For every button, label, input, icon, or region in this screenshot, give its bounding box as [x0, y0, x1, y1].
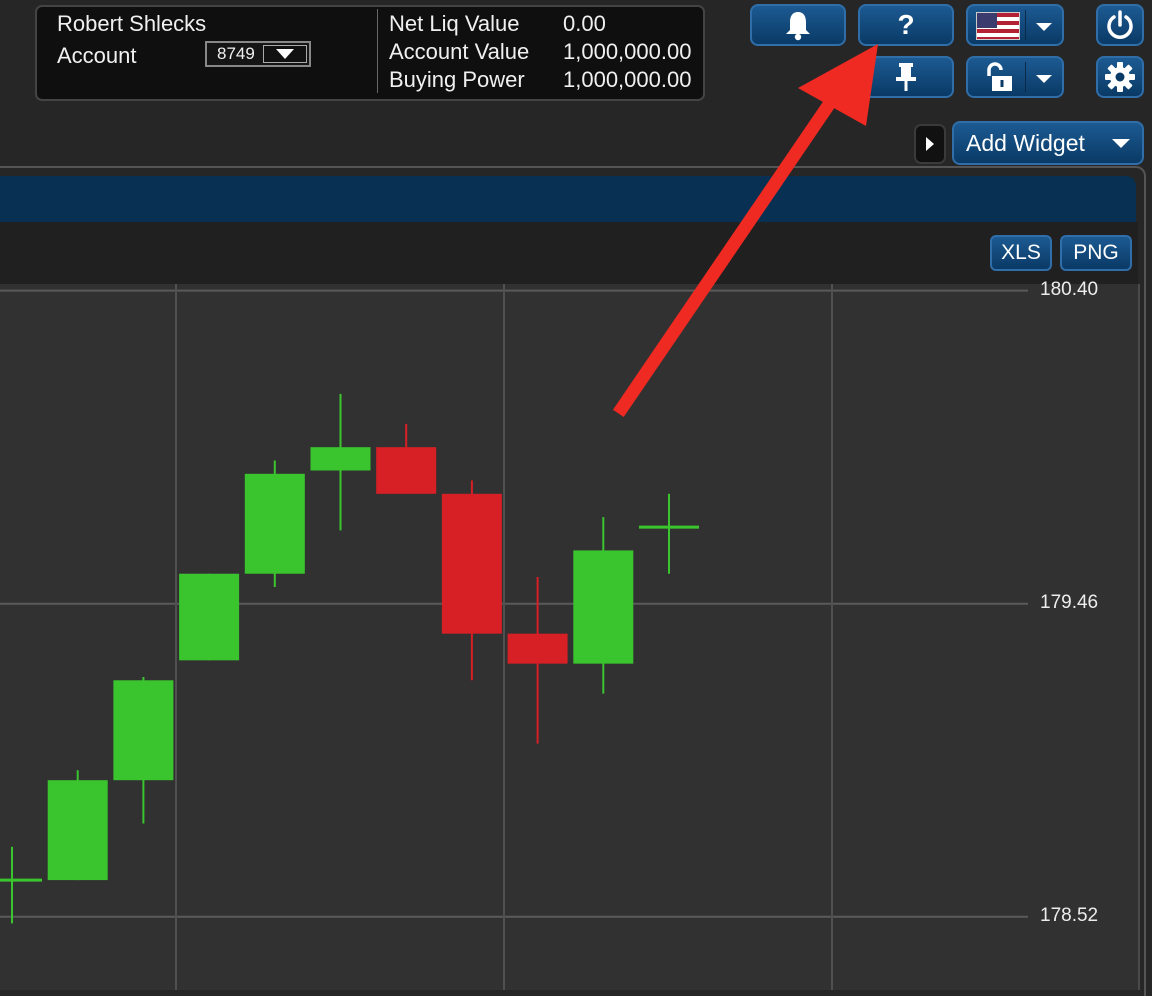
candlestick-chart[interactable]: 180.40 179.46 178.52 — [0, 279, 1140, 990]
export-xls-button[interactable]: XLS — [990, 235, 1052, 271]
net-liq-value: 0.00 — [563, 11, 606, 36]
widget-window-frame — [0, 166, 1146, 996]
language-selector-button[interactable] — [966, 4, 1064, 46]
gear-icon — [1105, 62, 1135, 92]
help-icon: ? — [897, 9, 915, 40]
settings-button[interactable] — [1096, 56, 1144, 98]
account-user-name: Robert Shlecks — [57, 11, 207, 36]
bell-icon — [786, 12, 810, 41]
add-widget-label: Add Widget — [966, 129, 1085, 156]
candle-body — [376, 447, 437, 494]
chevron-down-icon[interactable] — [263, 45, 307, 63]
candlestick-chart-svg — [0, 284, 1028, 990]
chevron-down-icon — [1036, 23, 1052, 31]
candle-body — [244, 473, 305, 574]
add-widget-button[interactable]: Add Widget — [952, 121, 1144, 165]
account-divider — [377, 9, 378, 93]
account-number: 8749 — [217, 44, 255, 63]
alerts-button[interactable] — [750, 4, 846, 46]
candle-body — [507, 633, 568, 664]
chevron-down-icon — [1036, 75, 1052, 83]
account-value-label: Account Value — [389, 39, 530, 64]
widget-title-bar[interactable] — [0, 176, 1136, 222]
pin-icon — [896, 63, 916, 91]
candle-body — [113, 680, 174, 781]
lock-selector-button[interactable] — [966, 56, 1064, 98]
help-button[interactable]: ? — [858, 4, 954, 46]
candle-body — [179, 573, 240, 661]
candle-body — [310, 447, 371, 471]
us-flag-icon — [976, 12, 1020, 40]
buying-power-value: 1,000,000.00 — [563, 67, 692, 92]
power-icon — [1107, 10, 1133, 39]
candle-body — [573, 550, 634, 664]
net-liq-label: Net Liq Value — [389, 11, 520, 36]
buying-power-label: Buying Power — [389, 67, 525, 92]
account-selector[interactable]: 8749 — [205, 41, 311, 67]
account-label: Account — [57, 43, 137, 68]
account-value-value: 1,000,000.00 — [563, 39, 692, 64]
y-tick-label: 180.40 — [1040, 278, 1099, 300]
unlock-icon — [987, 62, 1012, 91]
candle-body — [441, 493, 502, 634]
power-button[interactable] — [1096, 4, 1144, 46]
y-tick-label: 179.46 — [1040, 591, 1099, 613]
candle-body — [47, 780, 108, 881]
chevron-down-icon — [1112, 139, 1130, 148]
y-tick-label: 178.52 — [1040, 904, 1099, 926]
account-summary-panel: Robert Shlecks Account 8749 Net Liq Valu… — [35, 5, 705, 101]
chart-toolbar — [0, 222, 1138, 284]
chevron-right-icon — [926, 137, 934, 151]
export-png-button[interactable]: PNG — [1060, 235, 1132, 271]
expand-panel-button[interactable] — [914, 124, 946, 164]
